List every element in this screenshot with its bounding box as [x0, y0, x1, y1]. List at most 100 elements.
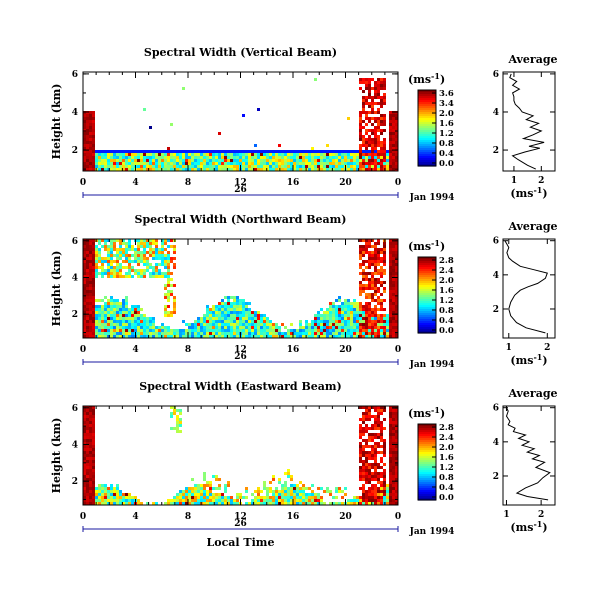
heatmap-cell — [266, 502, 269, 505]
heatmap-cell — [347, 317, 350, 320]
heatmap-cell — [107, 162, 110, 165]
heatmap-cell — [98, 490, 101, 493]
heatmap-cell — [260, 153, 263, 156]
heatmap-cell — [278, 329, 281, 332]
heatmap-cell — [263, 499, 266, 502]
heatmap-cell — [359, 129, 362, 132]
x-tick-label: 12 — [234, 345, 247, 355]
heatmap-cell — [215, 326, 218, 329]
heatmap-cell — [98, 168, 101, 171]
heatmap-cell — [380, 156, 383, 159]
heatmap-cell — [359, 329, 362, 332]
heatmap-cell — [98, 272, 101, 275]
heatmap-cell — [101, 269, 104, 272]
heatmap-cell — [113, 487, 116, 490]
colorbar-swatch — [418, 295, 436, 298]
heatmap-cell — [365, 302, 368, 305]
heatmap-cell — [392, 412, 395, 415]
heatmap-cell — [392, 251, 395, 254]
heatmap-cell — [230, 332, 233, 335]
heatmap-cell — [86, 147, 89, 150]
heatmap-cell — [380, 451, 383, 454]
heatmap-cell — [92, 433, 95, 436]
heatmap-cell — [389, 451, 392, 454]
heatmap-cell — [302, 150, 305, 153]
heatmap-cell — [383, 141, 386, 144]
heatmap-cell — [92, 263, 95, 266]
heatmap-cell — [122, 275, 125, 278]
heatmap-cell — [266, 320, 269, 323]
heatmap-cell — [380, 302, 383, 305]
heatmap-cell — [89, 132, 92, 135]
heatmap-cell — [389, 469, 392, 472]
heatmap-cell — [167, 314, 170, 317]
colorbar-swatch — [418, 478, 436, 481]
heatmap-cell — [389, 254, 392, 257]
heatmap-cell — [221, 162, 224, 165]
heatmap-cell — [92, 335, 95, 338]
heatmap-cell — [194, 335, 197, 338]
heatmap-cell — [194, 502, 197, 505]
heatmap-cell — [314, 323, 317, 326]
heatmap-cell — [203, 326, 206, 329]
heatmap-cell — [170, 245, 173, 248]
heatmap-cell — [215, 329, 218, 332]
heatmap-cell — [392, 424, 395, 427]
heatmap-cell — [275, 165, 278, 168]
heatmap-cell — [122, 248, 125, 251]
colorbar-swatch — [418, 323, 436, 326]
heatmap-cell — [212, 326, 215, 329]
heatmap-cell — [116, 499, 119, 502]
heatmap-cell — [107, 269, 110, 272]
heatmap-cell — [221, 150, 224, 153]
heatmap-cell — [383, 147, 386, 150]
heatmap-cell — [392, 311, 395, 314]
heatmap-cell — [110, 156, 113, 159]
heatmap-cell — [368, 496, 371, 499]
heatmap-cell — [362, 287, 365, 290]
heatmap-cell — [167, 272, 170, 275]
colorbar-swatch — [418, 307, 436, 310]
heatmap-cell — [368, 478, 371, 481]
heatmap-cell — [311, 150, 314, 153]
heatmap-cell — [89, 499, 92, 502]
heatmap-cell — [83, 475, 86, 478]
heatmap-cell — [368, 168, 371, 171]
heatmap-cell — [365, 150, 368, 153]
heatmap-cell — [359, 251, 362, 254]
heatmap-cell — [242, 335, 245, 338]
heatmap-cell — [92, 123, 95, 126]
heatmap-cell — [383, 251, 386, 254]
heatmap-cell — [389, 120, 392, 123]
heatmap-cell — [257, 490, 260, 493]
heatmap-cell — [392, 272, 395, 275]
heatmap-cell — [143, 242, 146, 245]
heatmap-cell — [83, 263, 86, 266]
heatmap-cell — [89, 117, 92, 120]
heatmap-cell — [179, 493, 182, 496]
heatmap-cell — [248, 162, 251, 165]
heatmap-cell — [200, 165, 203, 168]
heatmap-cell — [128, 260, 131, 263]
colorbar-swatch — [418, 321, 436, 324]
heatmap-cell — [185, 493, 188, 496]
heatmap-cell — [392, 502, 395, 505]
heatmap-cell — [92, 287, 95, 290]
heatmap-cell — [350, 332, 353, 335]
heatmap-cell — [230, 311, 233, 314]
heatmap-cell — [119, 335, 122, 338]
heatmap-cell — [152, 323, 155, 326]
heatmap-cell — [380, 168, 383, 171]
heatmap-cell — [113, 329, 116, 332]
heatmap-cell — [233, 311, 236, 314]
colorbar: (ms-1)2.82.42.01.61.20.80.40.0 — [408, 238, 454, 336]
colorbar-swatch — [418, 436, 436, 439]
heatmap-cell — [362, 460, 365, 463]
heatmap-cell — [380, 502, 383, 505]
heatmap-cell — [377, 418, 380, 421]
heatmap-cell — [377, 463, 380, 466]
heatmap-cell — [287, 472, 290, 475]
heatmap-cell — [185, 329, 188, 332]
heatmap-cell — [224, 496, 227, 499]
heatmap-cell — [185, 499, 188, 502]
